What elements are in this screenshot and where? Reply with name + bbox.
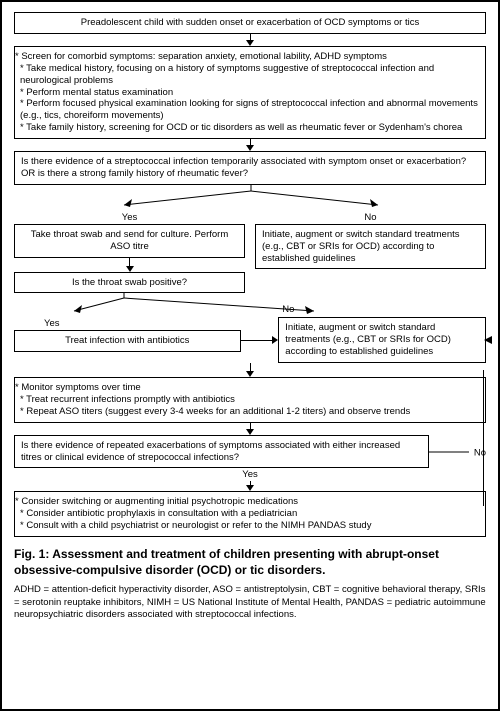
split-arrows [14, 185, 486, 211]
line-right [429, 451, 469, 453]
page: Preadolescent child with sudden onset or… [0, 0, 500, 711]
branch-row-1: Yes Take throat swab and send for cultur… [14, 211, 486, 294]
node-initiate-right: Initiate, augment or switch standard tre… [255, 224, 486, 270]
arrow [14, 423, 486, 435]
arrow [246, 481, 254, 491]
label-no: No [364, 212, 376, 223]
caption-definitions: ADHD = attention-deficit hyperactivity d… [14, 584, 486, 621]
node-evidence-question: Is there evidence of a streptococcal inf… [14, 151, 486, 185]
arrow-head-left [484, 335, 494, 345]
node-initiate-mid: Initiate, augment or switch standard tre… [278, 317, 486, 363]
node-treat-antibiotics: Treat infection with antibiotics [14, 330, 241, 352]
repeat-q-wrapper: Is there evidence of repeated exacerbati… [14, 435, 486, 469]
caption-title: Fig. 1: Assessment and treatment of chil… [14, 547, 486, 578]
label-no: No [474, 447, 486, 458]
branch-yes-2: Yes Treat infection with antibiotics [14, 317, 241, 363]
split-arrows-2 [14, 293, 486, 317]
feedback-line [483, 370, 484, 506]
arrow [14, 139, 486, 151]
arrow-right [241, 317, 279, 363]
node-start: Preadolescent child with sudden onset or… [14, 12, 486, 34]
arrow [14, 34, 486, 46]
node-repeat-question: Is there evidence of repeated exacerbati… [14, 435, 429, 469]
node-swab-positive-question: Is the throat swab positive? [14, 272, 245, 294]
branch-no-2: No Initiate, augment or switch standard … [278, 317, 486, 363]
label-yes: Yes [242, 469, 258, 480]
node-screen: * Screen for comorbid symptoms: separati… [14, 46, 486, 139]
node-swab: Take throat swab and send for culture. P… [14, 224, 245, 258]
figure-caption: Fig. 1: Assessment and treatment of chil… [14, 547, 486, 621]
branch-yes: Yes Take throat swab and send for cultur… [14, 211, 245, 294]
branch-row-2: Yes Treat infection with antibiotics No … [14, 317, 486, 363]
branch-no: No Initiate, augment or switch standard … [255, 211, 486, 294]
flowchart: Preadolescent child with sudden onset or… [14, 12, 486, 537]
arrow [14, 363, 486, 377]
node-consider: * Consider switching or augmenting initi… [14, 491, 486, 537]
label-no: No [282, 304, 294, 315]
label-yes: Yes [122, 212, 138, 223]
arrow-yes-final: Yes [14, 468, 486, 491]
node-monitor: * Monitor symptoms over time * Treat rec… [14, 377, 486, 423]
label-yes: Yes [44, 318, 241, 329]
arrow [126, 258, 134, 272]
